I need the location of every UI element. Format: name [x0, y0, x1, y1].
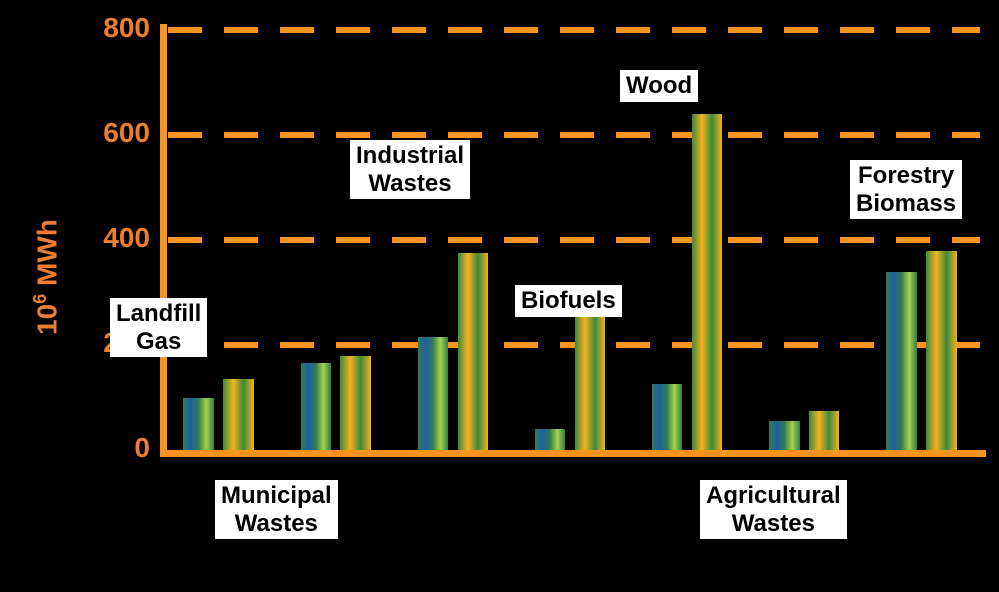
label-agricultural-wastes: AgriculturalWastes	[700, 480, 847, 539]
bar-industrial-wastes-series-a	[418, 337, 448, 450]
bar-wood-series-a	[652, 384, 682, 450]
gridline-dash	[896, 132, 930, 138]
bar-municipal-wastes-series-a	[301, 363, 331, 450]
bar-municipal-wastes-series-b	[340, 356, 370, 451]
bar-agricultural-wastes-series-a	[769, 421, 799, 450]
y-axis-title: 106 MWh	[30, 219, 63, 335]
gridline-dash	[280, 237, 314, 243]
bar-forestry-biomass-series-a	[886, 272, 916, 451]
gridline-dash	[728, 27, 762, 33]
gridline-dash	[168, 237, 202, 243]
label-biofuels: Biofuels	[515, 285, 622, 317]
label-forestry-biomass: ForestryBiomass	[850, 160, 962, 219]
label-municipal-wastes: MunicipalWastes	[215, 480, 338, 539]
bar-wood-series-b	[692, 114, 722, 450]
gridline-dash	[840, 132, 874, 138]
y-tick-600: 600	[0, 117, 150, 149]
bar-biofuels-series-a	[535, 429, 565, 450]
label-landfill-gas: LandfillGas	[110, 298, 207, 357]
gridline-dash	[336, 342, 370, 348]
gridline-dash	[392, 237, 426, 243]
y-tick-400: 400	[0, 222, 150, 254]
gridline-dash	[728, 237, 762, 243]
gridline-dash	[616, 342, 650, 348]
gridline-dash	[224, 342, 258, 348]
gridline-dash	[504, 237, 538, 243]
gridline-dash	[280, 27, 314, 33]
gridline-dash	[560, 132, 594, 138]
gridline-dash	[224, 132, 258, 138]
gridline-dash	[224, 237, 258, 243]
x-axis-line	[160, 450, 986, 457]
label-wood: Wood	[620, 70, 698, 102]
gridline-dash	[952, 27, 980, 33]
gridline-dash	[840, 342, 874, 348]
gridline-dash	[448, 27, 482, 33]
gridline-dash	[280, 132, 314, 138]
gridline-dash	[280, 342, 314, 348]
gridline-dash	[616, 237, 650, 243]
gridline-dash	[728, 342, 762, 348]
bar-industrial-wastes-series-b	[458, 253, 488, 450]
gridline-dash	[840, 237, 874, 243]
y-tick-800: 800	[0, 12, 150, 44]
gridline-dash	[560, 27, 594, 33]
gridline-dash	[896, 27, 930, 33]
bar-biofuels-series-b	[575, 308, 605, 450]
gridline-dash	[672, 27, 706, 33]
gridline-dash	[448, 132, 482, 138]
gridline-dash	[504, 342, 538, 348]
y-tick-0: 0	[0, 432, 150, 464]
gridline-dash	[504, 27, 538, 33]
gridline-dash	[952, 237, 980, 243]
gridline-dash	[168, 132, 202, 138]
y-axis-line	[160, 24, 167, 457]
gridline-dash	[392, 27, 426, 33]
gridline-dash	[784, 237, 818, 243]
gridline-dash	[168, 27, 202, 33]
gridline-dash	[560, 237, 594, 243]
gridline-dash	[336, 237, 370, 243]
gridline-dash	[448, 237, 482, 243]
gridline-dash	[616, 132, 650, 138]
gridline-dash	[784, 27, 818, 33]
gridline-dash	[952, 132, 980, 138]
bar-forestry-biomass-series-b	[926, 251, 956, 451]
gridline-dash	[896, 237, 930, 243]
gridline-dash	[336, 27, 370, 33]
gridline-dash	[224, 27, 258, 33]
gridline-dash	[840, 27, 874, 33]
gridline-dash	[392, 132, 426, 138]
gridline-dash	[336, 132, 370, 138]
bar-landfill-gas-series-a	[183, 398, 213, 451]
gridline-dash	[784, 342, 818, 348]
gridline-dash	[728, 132, 762, 138]
label-industrial-wastes: IndustrialWastes	[350, 140, 470, 199]
bar-landfill-gas-series-b	[223, 379, 253, 450]
bar-agricultural-wastes-series-b	[809, 411, 839, 450]
gridline-dash	[504, 132, 538, 138]
gridline-dash	[616, 27, 650, 33]
gridline-dash	[784, 132, 818, 138]
